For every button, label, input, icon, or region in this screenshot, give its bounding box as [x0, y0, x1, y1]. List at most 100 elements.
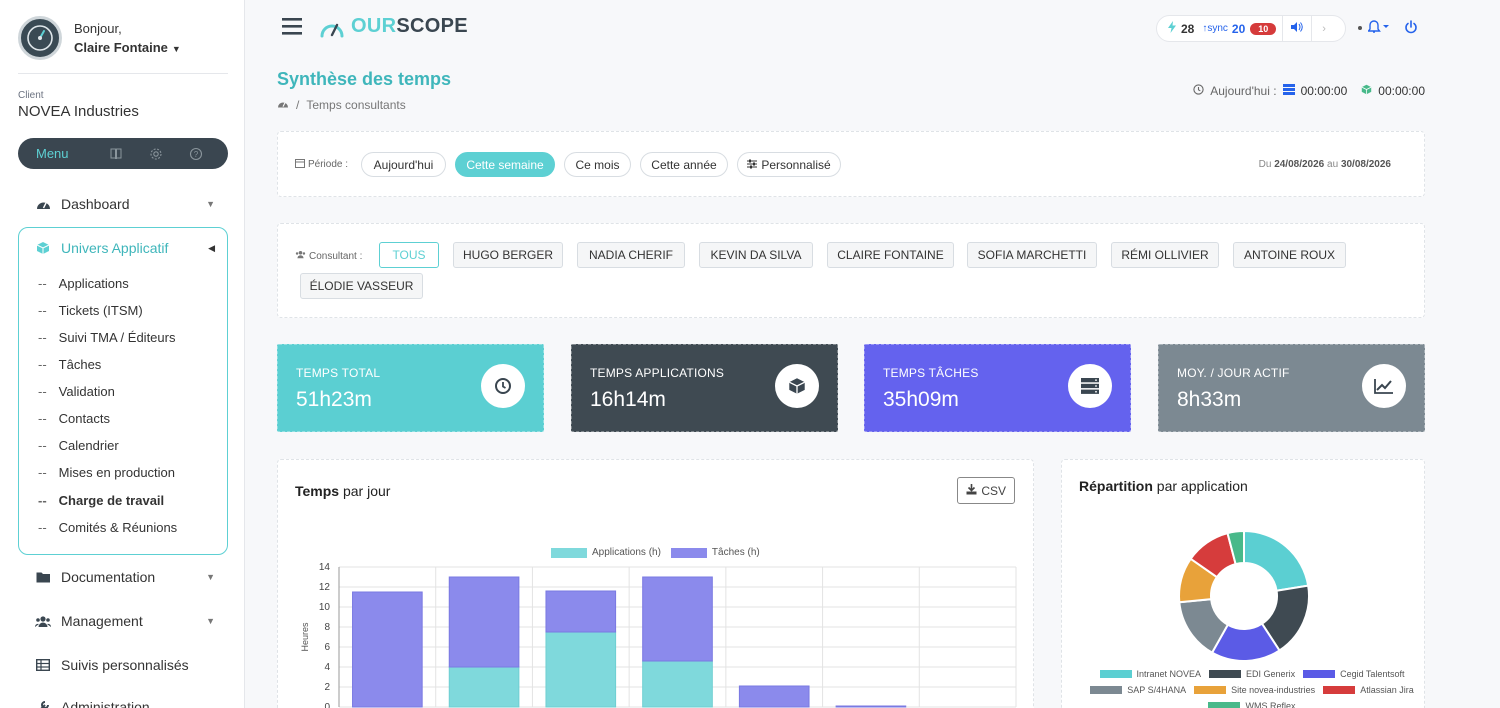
divider — [1282, 15, 1284, 42]
legend-item[interactable]: Site novea-industries — [1194, 685, 1315, 695]
hamburger-icon[interactable] — [282, 18, 302, 40]
legend-item[interactable]: SAP S/4HANA — [1090, 685, 1186, 695]
consultant-all-button[interactable]: TOUS — [379, 242, 439, 268]
legend-swatch — [1323, 686, 1356, 694]
today-label: Aujourd'hui : — [1210, 84, 1277, 98]
sub-item-bullet: -- — [38, 330, 47, 345]
bar-taches — [545, 590, 617, 633]
period-custom-button[interactable]: Personnalisé — [737, 152, 841, 177]
legend-item[interactable]: Cegid Talentsoft — [1303, 669, 1404, 679]
period-today-button[interactable]: Aujourd'hui — [361, 152, 446, 177]
bar-chart: Heures 0 2 4 6 8 10 12 14 — [300, 562, 1017, 708]
bar-taches — [738, 685, 810, 708]
sub-item-suivi-tma[interactable]: -- Suivi TMA / Éditeurs — [38, 330, 175, 345]
user-menu[interactable]: Bonjour, Claire Fontaine ▼ — [18, 16, 181, 60]
sub-item-mises-en-production[interactable]: -- Mises en production — [38, 465, 175, 480]
legend-label: Intranet NOVEA — [1136, 669, 1202, 679]
today-timer: Aujourd'hui : 00:00:00 00:00:00 — [1193, 84, 1425, 98]
nav-management[interactable]: Management ▼ — [35, 613, 215, 629]
consultant-button[interactable]: NADIA CHERIF — [577, 242, 685, 268]
legend-item[interactable]: Atlassian Jira — [1323, 685, 1414, 695]
legend-swatch — [551, 547, 587, 558]
bolt-icon — [1167, 21, 1177, 36]
legend-item[interactable]: EDI Generix — [1209, 669, 1295, 679]
consultant-filter-card: Consultant : TOUS HUGO BERGER NADIA CHER… — [277, 223, 1425, 318]
sub-item-contacts[interactable]: -- Contacts — [38, 411, 110, 426]
status-dot — [1358, 26, 1362, 30]
status-pill: 28 ↑sync 20 10 › — [1156, 15, 1346, 42]
nav-dashboard[interactable]: Dashboard ▼ — [35, 196, 215, 212]
dashboard-icon[interactable] — [277, 98, 289, 112]
power-icon[interactable] — [1404, 20, 1418, 39]
app-logo[interactable]: OUR SCOPE — [319, 15, 468, 38]
period-label: Période : — [295, 158, 348, 171]
stat-value: 16h14m — [590, 388, 666, 411]
sub-item-label: Applications — [58, 276, 129, 291]
gear-icon[interactable] — [136, 147, 176, 161]
y-tick-label: 2 — [324, 682, 330, 693]
legend-item[interactable]: Intranet NOVEA — [1099, 669, 1202, 679]
sub-item-label: Contacts — [58, 411, 110, 426]
active-count: 28 — [1181, 21, 1195, 36]
user-greeting: Bonjour, — [74, 21, 122, 36]
consultant-button[interactable]: RÉMI OLLIVIER — [1111, 242, 1219, 268]
sub-item-bullet: -- — [38, 411, 47, 426]
consultant-button[interactable]: ÉLODIE VASSEUR — [300, 273, 423, 299]
tools-icon — [35, 700, 51, 708]
period-week-button[interactable]: Cette semaine — [455, 152, 555, 177]
book-icon[interactable] — [96, 147, 136, 161]
legend-swatch — [1194, 686, 1227, 694]
stat-tile-total: TEMPS TOTAL 51h23m — [277, 344, 544, 432]
nav-documentation[interactable]: Documentation ▼ — [35, 569, 215, 585]
sub-item-taches[interactable]: -- Tâches — [38, 357, 101, 372]
legend-swatch — [1303, 670, 1336, 678]
period-year-button[interactable]: Cette année — [640, 152, 728, 177]
sub-item-comites[interactable]: -- Comités & Réunions — [38, 520, 177, 535]
volume-icon[interactable] — [1291, 22, 1304, 35]
sub-item-applications[interactable]: -- Applications — [38, 276, 129, 291]
chart-legend: Applications (h) Tâches (h) — [551, 547, 760, 558]
consultant-button[interactable]: CLAIRE FONTAINE — [827, 242, 954, 268]
legend-item[interactable]: WMS Reflex — [1208, 701, 1296, 708]
chart-title: Temps par jour — [295, 483, 390, 499]
chart-legend: Intranet NOVEA EDI Generix Cegid Talentsof… — [1082, 669, 1422, 708]
nav-administration[interactable]: Administration — [35, 699, 215, 708]
stat-tile-average: MOY. / JOUR ACTIF 8h33m — [1158, 344, 1425, 432]
menu-tab[interactable]: Menu — [36, 146, 69, 161]
stat-label: TEMPS APPLICATIONS — [590, 366, 725, 380]
sub-item-charge-de-travail[interactable]: -- Charge de travail — [38, 493, 164, 508]
y-tick-label: 4 — [324, 662, 330, 673]
menu-tabs: Menu ? — [18, 138, 228, 169]
csv-export-button[interactable]: CSV — [957, 477, 1015, 504]
nav-univers-applicatif[interactable]: Univers Applicatif ◀ — [35, 240, 215, 256]
chart-line-icon — [1362, 364, 1406, 408]
nav-suivis-personnalises[interactable]: Suivis personnalisés — [35, 657, 215, 673]
sub-item-label: Comités & Réunions — [58, 520, 178, 535]
consultant-button[interactable]: SOFIA MARCHETTI — [967, 242, 1097, 268]
chart-title-bold: Répartition — [1079, 478, 1153, 494]
logo-gauge-icon — [320, 23, 344, 37]
sub-item-calendrier[interactable]: -- Calendrier — [38, 438, 119, 453]
y-tick-label: 8 — [324, 622, 330, 633]
bell-icon[interactable] — [1367, 20, 1390, 39]
alert-badge[interactable]: 10 — [1250, 22, 1277, 35]
bar-applications — [642, 660, 713, 708]
sync-label: ↑sync — [1202, 23, 1228, 34]
stat-value: 51h23m — [296, 388, 372, 411]
sub-item-tickets[interactable]: -- Tickets (ITSM) — [38, 303, 143, 318]
period-month-button[interactable]: Ce mois — [564, 152, 631, 177]
consultant-label-text: Consultant : — [309, 250, 363, 262]
sub-item-validation[interactable]: -- Validation — [38, 384, 115, 399]
user-name-toggle[interactable]: Claire Fontaine ▼ — [74, 40, 181, 55]
y-tick-label: 10 — [319, 602, 331, 613]
help-icon[interactable]: ? — [176, 147, 216, 161]
legend-label: SAP S/4HANA — [1127, 685, 1187, 695]
chevron-right-icon[interactable]: › — [1322, 22, 1326, 35]
topbar: OUR SCOPE 28 ↑sync 20 10 › — [246, 0, 1500, 56]
consultant-button[interactable]: KEVIN DA SILVA — [699, 242, 813, 268]
clock-icon — [1193, 84, 1204, 98]
consultant-button[interactable]: HUGO BERGER — [453, 242, 563, 268]
donut-slice — [1243, 529, 1310, 592]
consultant-button[interactable]: ANTOINE ROUX — [1233, 242, 1346, 268]
date-range-from: 24/08/2026 — [1274, 159, 1325, 170]
